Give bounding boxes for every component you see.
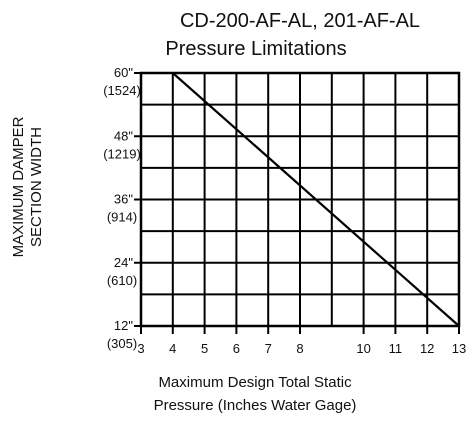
y-axis-ticks: 60" (1524) 48" (1219) 36" (914) 24" (610) 12" (30… xyxy=(103,65,141,351)
y-tick-sublabel: (305) xyxy=(107,336,137,351)
y-tick-label: 36" xyxy=(114,192,133,207)
plot-frame xyxy=(139,71,461,328)
x-axis-title-line-1: Maximum Design Total Static xyxy=(158,374,352,391)
x-tick-label: 12 xyxy=(420,341,434,356)
x-tick-label: 10 xyxy=(356,341,370,356)
y-axis-title-line-2: SECTION WIDTH xyxy=(28,127,45,247)
x-tick-label: 7 xyxy=(265,341,272,356)
chart-title-line-2: Pressure Limitations xyxy=(165,38,346,60)
y-tick-sublabel: (914) xyxy=(107,210,137,225)
x-tick-label: 4 xyxy=(169,341,176,356)
plot-grid xyxy=(141,73,459,326)
y-tick-label: 48" xyxy=(114,128,133,143)
x-tick-label: 3 xyxy=(137,341,144,356)
y-tick-label: 12" xyxy=(114,318,133,333)
x-tick-label: 13 xyxy=(452,341,466,356)
chart-title-line-1: CD-200-AF-AL, 201-AF-AL xyxy=(180,10,420,32)
x-tick-label: 8 xyxy=(296,341,303,356)
x-tick-label: 5 xyxy=(201,341,208,356)
chart-title: CD-200-AF-AL, 201-AF-AL Pressure Limitat… xyxy=(165,10,420,60)
x-tick-label: 6 xyxy=(233,341,240,356)
x-axis-ticks: 3 4 5 6 7 8 10 11 12 13 xyxy=(137,326,466,356)
y-tick-label: 60" xyxy=(114,65,133,80)
x-axis-title-line-2: Pressure (Inches Water Gage) xyxy=(154,397,357,414)
y-tick-sublabel: (1219) xyxy=(103,146,141,161)
y-axis-title: MAXIMUM DAMPER SECTION WIDTH xyxy=(10,116,45,257)
limit-line xyxy=(172,72,460,327)
y-tick-label: 24" xyxy=(114,255,133,270)
x-tick-label: 11 xyxy=(389,341,403,356)
y-axis-title-line-1: MAXIMUM DAMPER xyxy=(10,116,27,257)
y-tick-sublabel: (610) xyxy=(107,273,137,288)
y-tick-sublabel: (1524) xyxy=(103,83,141,98)
x-axis-title: Maximum Design Total Static Pressure (In… xyxy=(154,374,357,414)
limit-series xyxy=(172,72,460,327)
